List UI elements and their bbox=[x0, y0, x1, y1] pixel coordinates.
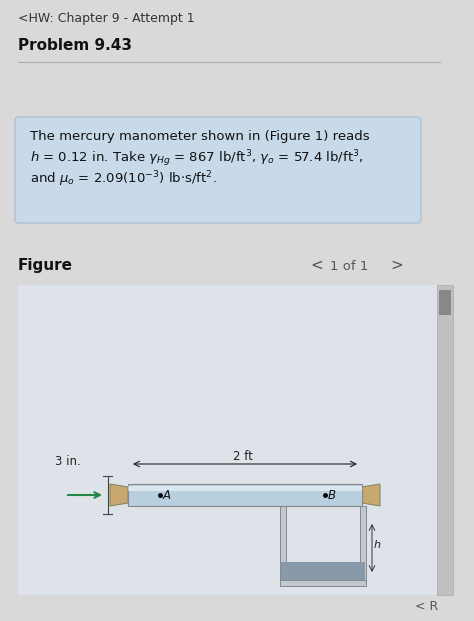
Polygon shape bbox=[110, 484, 128, 506]
Bar bbox=[437, 285, 453, 595]
Bar bbox=[439, 290, 451, 315]
Bar bbox=[128, 484, 362, 506]
Bar bbox=[128, 486, 362, 491]
Text: >: > bbox=[390, 258, 403, 273]
Text: 2 ft: 2 ft bbox=[233, 450, 253, 463]
Text: 1 of 1: 1 of 1 bbox=[330, 260, 368, 273]
Bar bbox=[280, 580, 366, 586]
Text: <HW: Chapter 9 - Attempt 1: <HW: Chapter 9 - Attempt 1 bbox=[18, 12, 195, 25]
Bar bbox=[360, 506, 366, 586]
Text: 3 in.: 3 in. bbox=[55, 455, 81, 468]
Text: <: < bbox=[310, 258, 323, 273]
Bar bbox=[281, 562, 365, 580]
Text: Figure: Figure bbox=[18, 258, 73, 273]
Polygon shape bbox=[362, 484, 380, 506]
Text: A: A bbox=[163, 489, 171, 502]
Text: < R: < R bbox=[415, 600, 438, 613]
Text: The mercury manometer shown in (Figure 1) reads: The mercury manometer shown in (Figure 1… bbox=[30, 130, 370, 143]
Text: B: B bbox=[328, 489, 336, 502]
Bar bbox=[280, 506, 286, 586]
Text: h: h bbox=[374, 540, 381, 550]
Bar bbox=[18, 285, 448, 595]
FancyBboxPatch shape bbox=[15, 117, 421, 223]
Text: $h$ = 0.12 in. Take $\gamma_{Hg}$ = 867 lb/ft$^3$, $\gamma_o$ = 57.4 lb/ft$^3$,: $h$ = 0.12 in. Take $\gamma_{Hg}$ = 867 … bbox=[30, 148, 364, 169]
Text: and $\mu_o$ = 2.09(10$^{-3}$) lb$\cdot$s/ft$^2$.: and $\mu_o$ = 2.09(10$^{-3}$) lb$\cdot$s… bbox=[30, 169, 217, 189]
Text: Problem 9.43: Problem 9.43 bbox=[18, 38, 132, 53]
